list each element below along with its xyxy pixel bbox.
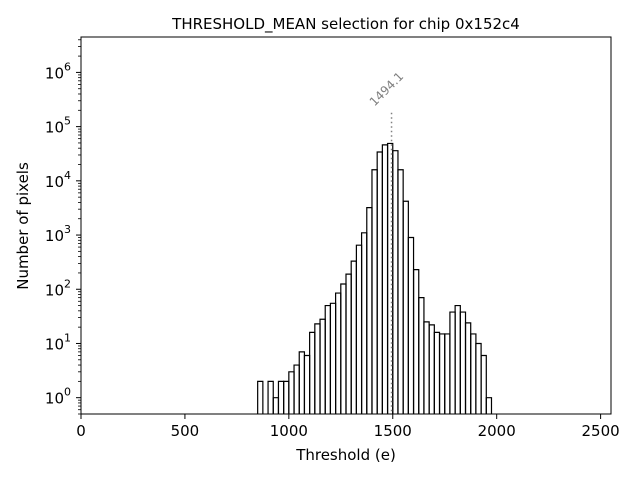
histogram-bin: [438, 333, 446, 414]
x-tick-label: 0: [76, 422, 86, 440]
histogram-bin: [293, 364, 300, 414]
x-tick-label: 2500: [582, 422, 620, 440]
x-tick-label: 500: [171, 422, 200, 440]
y-tick-label: 105: [45, 115, 71, 137]
histogram-bin: [366, 207, 373, 414]
histogram-bin: [459, 311, 467, 414]
histogram-bin: [355, 244, 363, 414]
y-axis-label: Number of pixels: [14, 162, 32, 290]
histogram-bin: [444, 333, 451, 414]
histogram-bin: [418, 297, 425, 414]
histogram-bin: [283, 380, 290, 414]
histogram-bin: [412, 269, 420, 414]
histogram-bin: [376, 151, 383, 414]
histogram-bin: [309, 331, 316, 414]
y-tick-label: 106: [45, 60, 71, 82]
histogram-bin: [335, 292, 342, 414]
histogram-bin: [288, 371, 295, 414]
x-tick-label: 1000: [270, 422, 308, 440]
histogram-bin: [480, 354, 487, 414]
histogram-bin: [485, 397, 493, 414]
threshold-marker-label: 1494.1: [367, 69, 407, 109]
chart-title: THRESHOLD_MEAN selection for chip 0x152c…: [171, 15, 520, 34]
histogram-bin: [319, 318, 326, 414]
histogram-bin: [428, 324, 435, 414]
histogram-bin: [272, 397, 280, 414]
axes-frame: [80, 36, 612, 415]
y-tick-label: 104: [45, 169, 71, 191]
histogram-bin: [386, 142, 394, 414]
histogram-bin: [340, 283, 347, 414]
y-tick-label: 103: [45, 223, 71, 245]
histogram-bin: [475, 342, 482, 414]
x-axis-label: Threshold (e): [295, 446, 396, 464]
histogram-bin: [324, 304, 332, 414]
y-tick-label: 101: [45, 331, 71, 353]
histogram-bin: [464, 322, 472, 414]
histogram-bin: [350, 260, 357, 414]
histogram-bin: [360, 232, 368, 414]
histogram-bin: [298, 351, 306, 414]
histogram-bin: [314, 323, 321, 414]
histogram-bin: [454, 304, 461, 414]
histogram-bin: [407, 236, 415, 414]
y-tick-label: 102: [45, 277, 71, 299]
histogram-bin: [470, 333, 477, 414]
histogram-bin: [345, 273, 352, 414]
y-tick-label: 100: [45, 386, 71, 408]
histogram-bin: [381, 144, 389, 414]
histogram-bin: [433, 331, 441, 414]
x-tick-label: 1500: [374, 422, 412, 440]
histogram-bin: [257, 380, 264, 414]
histogram-bin: [397, 169, 404, 414]
plot-area: 1494.1 0 500 1000 1500 2000 2500 100 101 102 103 10…: [45, 36, 620, 440]
histogram-bin: [329, 302, 337, 414]
histogram-bin: [392, 150, 399, 414]
histogram-bin: [423, 321, 430, 414]
histogram-bin: [267, 380, 274, 414]
histogram-bin: [402, 200, 409, 414]
histogram-bin: [449, 311, 456, 414]
x-tick-label: 2000: [478, 422, 516, 440]
histogram-bin: [303, 354, 311, 414]
histogram-bin: [371, 169, 378, 414]
histogram-bin: [277, 380, 285, 414]
